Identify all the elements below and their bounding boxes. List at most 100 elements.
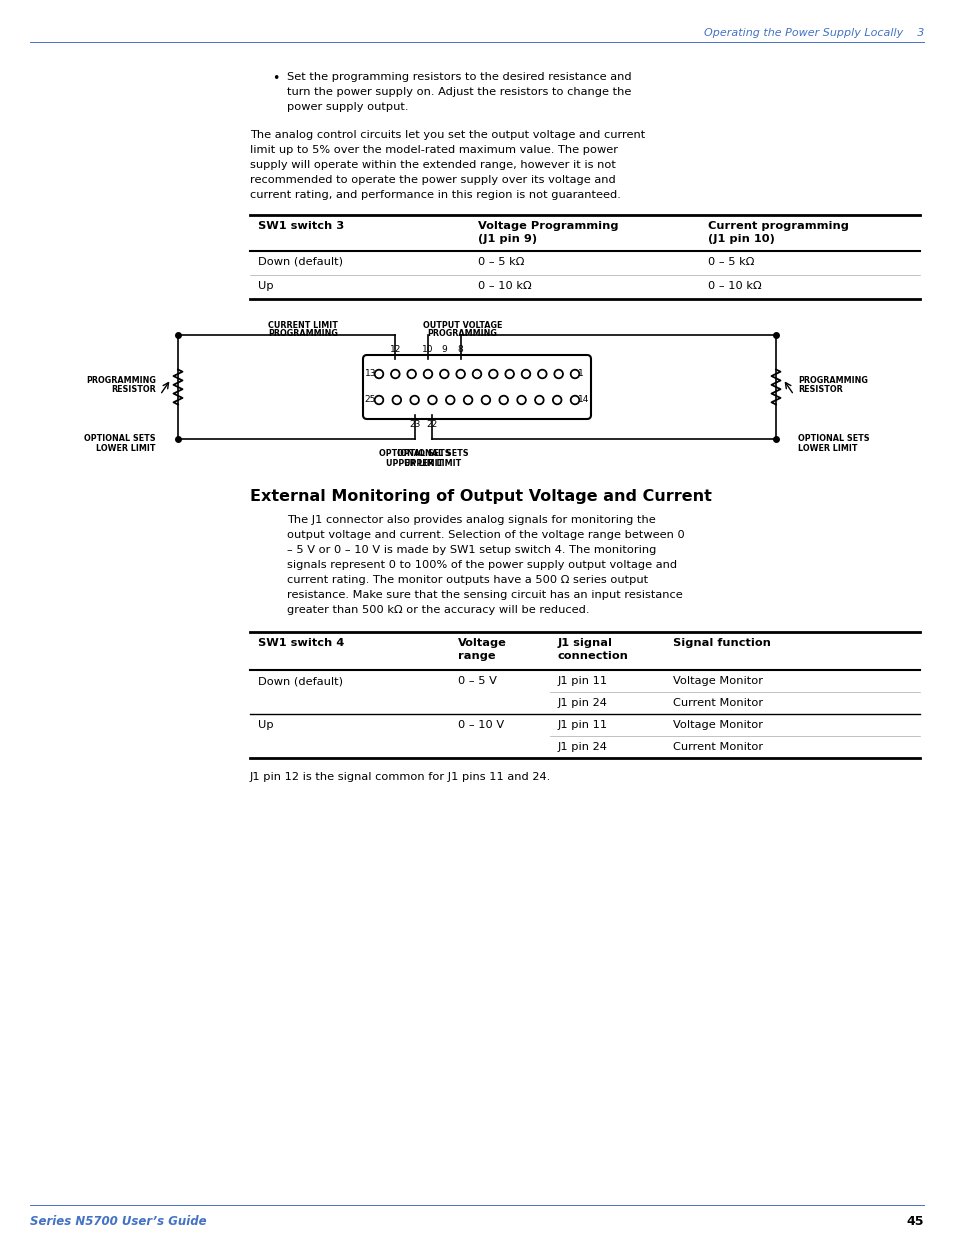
Text: J1 pin 11: J1 pin 11: [558, 676, 607, 685]
Circle shape: [441, 372, 447, 377]
Text: Up: Up: [257, 282, 274, 291]
Text: 22: 22: [426, 420, 437, 429]
Text: 45: 45: [905, 1215, 923, 1228]
Circle shape: [439, 369, 448, 378]
Text: •: •: [272, 72, 279, 85]
Text: 12: 12: [389, 345, 400, 354]
Circle shape: [521, 369, 530, 378]
Text: OPTIONAL SETS: OPTIONAL SETS: [797, 433, 869, 443]
Text: range: range: [457, 651, 496, 661]
Text: OUTPUT VOLTAGE: OUTPUT VOLTAGE: [422, 321, 501, 330]
Text: 25: 25: [364, 395, 375, 405]
Text: SW1 switch 4: SW1 switch 4: [257, 638, 344, 648]
Circle shape: [570, 395, 578, 405]
Text: LOWER LIMIT: LOWER LIMIT: [96, 445, 156, 453]
Circle shape: [425, 372, 430, 377]
Text: power supply output.: power supply output.: [287, 103, 408, 112]
Text: PROGRAMMING: PROGRAMMING: [427, 329, 497, 338]
Circle shape: [481, 395, 490, 405]
Text: 0 – 10 kΩ: 0 – 10 kΩ: [707, 282, 760, 291]
Text: current rating, and performance in this region is not guaranteed.: current rating, and performance in this …: [250, 190, 620, 200]
Text: Signal function: Signal function: [672, 638, 770, 648]
Text: current rating. The monitor outputs have a 500 Ω series output: current rating. The monitor outputs have…: [287, 576, 647, 585]
Text: Current Monitor: Current Monitor: [672, 698, 762, 708]
Circle shape: [391, 369, 399, 378]
Text: Down (default): Down (default): [257, 676, 343, 685]
Circle shape: [552, 395, 561, 405]
Text: UPPER LIMIT: UPPER LIMIT: [403, 459, 460, 468]
Text: RESISTOR: RESISTOR: [112, 385, 156, 394]
Circle shape: [428, 395, 436, 405]
Circle shape: [412, 398, 416, 403]
Circle shape: [445, 395, 455, 405]
Circle shape: [523, 372, 528, 377]
Circle shape: [409, 372, 414, 377]
Circle shape: [500, 398, 506, 403]
Text: Current Monitor: Current Monitor: [672, 742, 762, 752]
Circle shape: [392, 395, 401, 405]
Text: 1: 1: [578, 369, 583, 378]
Text: 9: 9: [441, 345, 447, 354]
Text: output voltage and current. Selection of the voltage range between 0: output voltage and current. Selection of…: [287, 530, 684, 540]
Text: J1 pin 12 is the signal common for J1 pins 11 and 24.: J1 pin 12 is the signal common for J1 pi…: [250, 772, 551, 782]
Text: Voltage Monitor: Voltage Monitor: [672, 720, 762, 730]
Text: supply will operate within the extended range, however it is not: supply will operate within the extended …: [250, 161, 616, 170]
Text: CURRENT LIMIT: CURRENT LIMIT: [268, 321, 337, 330]
Circle shape: [474, 372, 479, 377]
Text: Operating the Power Supply Locally    3: Operating the Power Supply Locally 3: [703, 28, 923, 38]
Text: 0 – 5 kΩ: 0 – 5 kΩ: [707, 257, 754, 267]
Text: OPTIONAL SETS: OPTIONAL SETS: [378, 450, 450, 458]
Circle shape: [394, 398, 399, 403]
Circle shape: [570, 369, 578, 378]
Circle shape: [539, 372, 544, 377]
Circle shape: [457, 372, 463, 377]
Text: 13: 13: [364, 369, 375, 378]
Circle shape: [463, 395, 472, 405]
Circle shape: [537, 369, 546, 378]
Text: LOWER LIMIT: LOWER LIMIT: [797, 445, 857, 453]
Circle shape: [410, 395, 418, 405]
Circle shape: [483, 398, 488, 403]
Text: signals represent 0 to 100% of the power supply output voltage and: signals represent 0 to 100% of the power…: [287, 559, 677, 571]
Text: turn the power supply on. Adjust the resistors to change the: turn the power supply on. Adjust the res…: [287, 86, 631, 98]
Circle shape: [554, 398, 559, 403]
Circle shape: [556, 372, 560, 377]
Circle shape: [465, 398, 470, 403]
Text: 0 – 10 V: 0 – 10 V: [457, 720, 503, 730]
Circle shape: [517, 395, 525, 405]
Circle shape: [456, 369, 465, 378]
Circle shape: [572, 372, 578, 377]
Text: 14: 14: [578, 395, 589, 405]
Text: J1 pin 11: J1 pin 11: [558, 720, 607, 730]
Circle shape: [537, 398, 541, 403]
Text: PROGRAMMING: PROGRAMMING: [797, 375, 867, 385]
Text: Voltage Monitor: Voltage Monitor: [672, 676, 762, 685]
Text: 0 – 10 kΩ: 0 – 10 kΩ: [477, 282, 531, 291]
Circle shape: [572, 398, 578, 403]
Text: The J1 connector also provides analog signals for monitoring the: The J1 connector also provides analog si…: [287, 515, 655, 525]
Circle shape: [423, 369, 432, 378]
Text: OPTIONAL SETS: OPTIONAL SETS: [84, 433, 156, 443]
Circle shape: [535, 395, 543, 405]
Text: The analog control circuits let you set the output voltage and current: The analog control circuits let you set …: [250, 130, 644, 140]
Text: RESISTOR: RESISTOR: [797, 385, 841, 394]
Text: 23: 23: [409, 420, 420, 429]
Text: Current programming: Current programming: [707, 221, 848, 231]
Text: Series N5700 User’s Guide: Series N5700 User’s Guide: [30, 1215, 207, 1228]
FancyBboxPatch shape: [363, 354, 590, 419]
Text: Down (default): Down (default): [257, 257, 343, 267]
Text: resistance. Make sure that the sensing circuit has an input resistance: resistance. Make sure that the sensing c…: [287, 590, 682, 600]
Text: greater than 500 kΩ or the accuracy will be reduced.: greater than 500 kΩ or the accuracy will…: [287, 605, 589, 615]
Circle shape: [490, 372, 496, 377]
Text: J1 pin 24: J1 pin 24: [558, 698, 607, 708]
Text: Voltage: Voltage: [457, 638, 506, 648]
Circle shape: [554, 369, 562, 378]
Text: OPTIONAL SETS: OPTIONAL SETS: [396, 450, 468, 458]
Text: limit up to 5% over the model-rated maximum value. The power: limit up to 5% over the model-rated maxi…: [250, 144, 618, 156]
Text: External Monitoring of Output Voltage and Current: External Monitoring of Output Voltage an…: [250, 489, 711, 504]
Circle shape: [375, 398, 381, 403]
Text: (J1 pin 9): (J1 pin 9): [477, 233, 537, 245]
Text: J1 pin 24: J1 pin 24: [558, 742, 607, 752]
Text: – 5 V or 0 – 10 V is made by SW1 setup switch 4. The monitoring: – 5 V or 0 – 10 V is made by SW1 setup s…: [287, 545, 656, 555]
Text: 0 – 5 kΩ: 0 – 5 kΩ: [477, 257, 524, 267]
